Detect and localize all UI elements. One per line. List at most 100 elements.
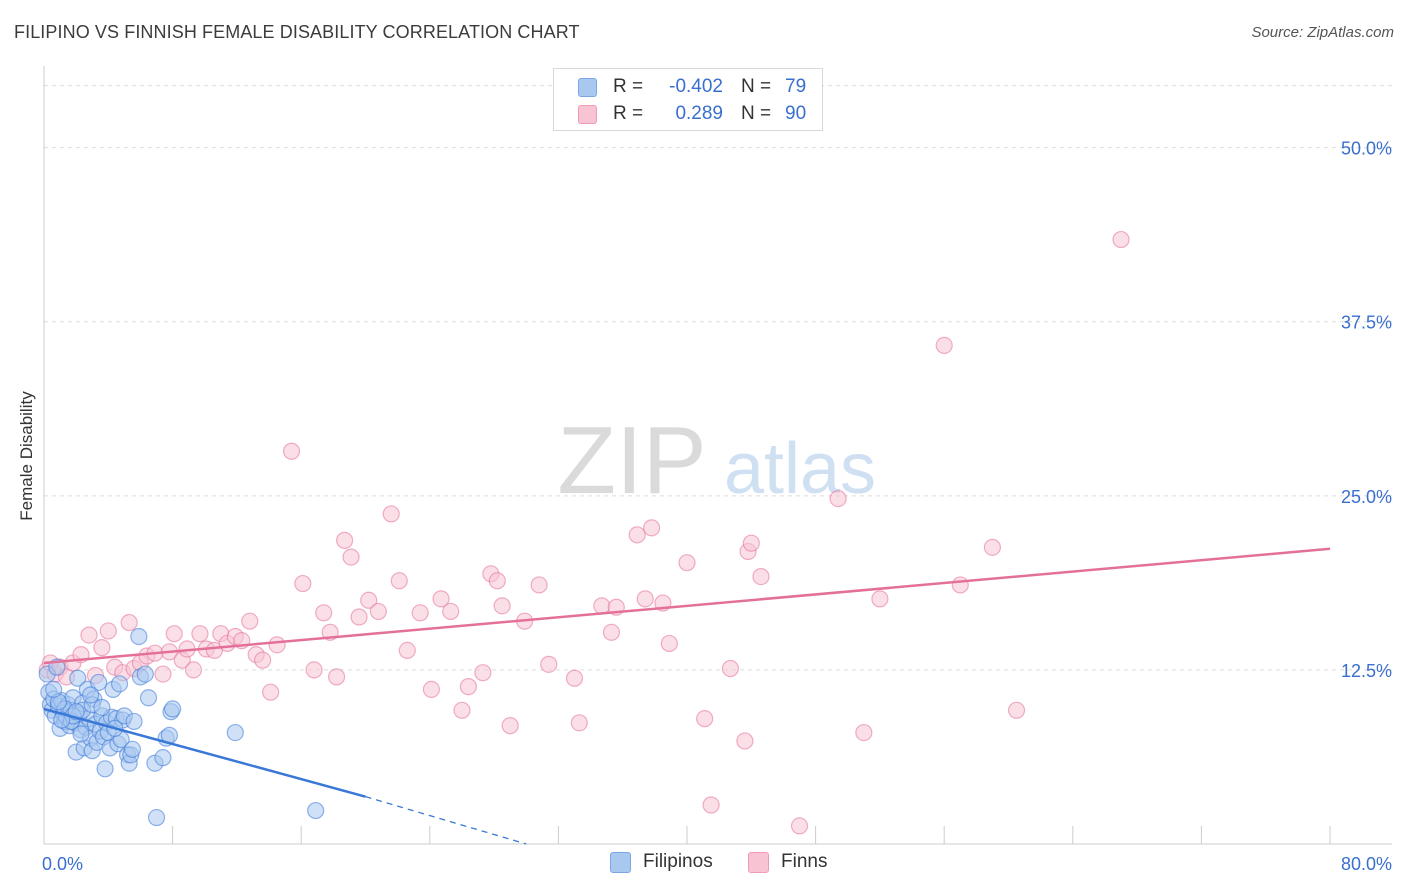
finns-point: [855, 723, 873, 742]
finns-point: [350, 608, 368, 626]
bottom-legend-swatch-finns: [748, 851, 769, 873]
finns-point: [241, 612, 259, 630]
finns-point: [282, 442, 301, 460]
legend-r-label: R =: [613, 76, 644, 97]
stats-legend: R = -0.402 N = 79 R = 0.289 N = 90: [553, 68, 823, 131]
finns-point: [540, 655, 558, 673]
y-tick-label: 50.0%: [1341, 139, 1392, 159]
finns-point: [422, 680, 441, 699]
bottom-legend-filipinos: Filipinos: [610, 851, 713, 873]
finns-point: [696, 710, 714, 728]
finns-point: [1112, 230, 1130, 249]
filipinos-point: [147, 808, 166, 827]
finns-point: [983, 538, 1002, 556]
finns-point: [99, 622, 117, 640]
filipinos-point: [130, 627, 148, 646]
finns-point: [342, 548, 360, 566]
bottom-legend-finns: Finns: [748, 851, 827, 873]
source-credit: Source: ZipAtlas.com: [1251, 24, 1394, 41]
finns-point: [327, 668, 346, 686]
grid-lines: [44, 85, 1392, 671]
legend-swatch-filipinos: [578, 77, 597, 97]
finns-point: [829, 490, 847, 508]
chart-title: FILIPINO VS FINNISH FEMALE DISABILITY CO…: [14, 22, 580, 42]
y-tick-label: 37.5%: [1341, 313, 1392, 333]
legend-swatch-finns: [578, 104, 597, 124]
filipinos-point: [139, 689, 158, 707]
finns-point: [369, 602, 387, 621]
filipinos-point: [96, 760, 114, 778]
finns-point: [602, 623, 621, 641]
trend-lines: [43, 547, 1331, 845]
finns-point: [336, 531, 354, 549]
finns-point: [191, 625, 209, 643]
finns-point: [305, 661, 323, 679]
watermark-atlas: atlas: [724, 429, 876, 509]
finns-point: [752, 567, 770, 586]
finns-point: [678, 554, 696, 572]
legend-r-value: -0.402: [669, 76, 723, 97]
finns-point: [390, 572, 408, 590]
filipinos-point: [226, 723, 244, 742]
finns-point: [398, 641, 416, 660]
finns-point: [254, 651, 272, 669]
legend-n-value: 79: [785, 76, 807, 97]
finns-point: [736, 732, 754, 750]
filipinos-point: [307, 801, 325, 820]
legend-n-label: N =: [741, 76, 772, 97]
finns-point: [702, 796, 720, 814]
axes: [43, 66, 1392, 845]
filipinos-point: [82, 686, 100, 704]
finns-point: [432, 590, 450, 608]
finns-point: [154, 665, 172, 683]
legend-r-label: R =: [613, 103, 644, 124]
finns-point: [453, 701, 471, 719]
finns-point: [628, 526, 646, 544]
legend-r-value: 0.289: [675, 103, 723, 124]
finns-point: [565, 669, 584, 687]
filipinos-points: [38, 627, 325, 827]
legend-row-finns: R = 0.289 N = 90: [578, 100, 806, 128]
legend-row-filipinos: R = -0.402 N = 79: [578, 73, 806, 101]
finns-point: [501, 717, 519, 735]
finns-point: [315, 604, 333, 622]
finns-point: [643, 519, 661, 537]
legend-n-value: 90: [785, 103, 807, 124]
bottom-legend-label-finns: Finns: [781, 851, 828, 872]
finns-point: [382, 505, 400, 523]
finns-point: [951, 576, 969, 594]
tick-labels: 12.5% 25.0% 37.5% 50.0% 0.0% 80.0%: [42, 139, 1392, 874]
finns-point: [488, 572, 506, 590]
finns-point: [411, 604, 429, 622]
filipinos-point: [93, 698, 111, 717]
legend-n-label: N =: [741, 103, 772, 124]
finns-point: [871, 590, 889, 608]
filipinos-point: [90, 673, 108, 692]
finns-point: [184, 661, 203, 679]
x-tick-label: 0.0%: [42, 854, 83, 874]
x-tick-label: 80.0%: [1341, 854, 1392, 874]
watermark-zip: ZIP: [557, 407, 706, 514]
finns-trend-line: [43, 547, 1331, 665]
finns-point: [530, 576, 548, 594]
filipinos-point: [123, 740, 142, 758]
finns-point: [721, 659, 740, 678]
filipinos-point: [125, 712, 143, 731]
filipinos-point: [110, 675, 129, 693]
bottom-legend-swatch-filipinos: [610, 851, 631, 873]
finns-point: [790, 817, 809, 835]
finns-point: [360, 591, 378, 609]
finns-point: [493, 597, 511, 615]
filipinos-point: [136, 665, 154, 683]
filipinos-point: [72, 725, 90, 743]
bottom-legend-label-filipinos: Filipinos: [643, 851, 713, 872]
filipinos-point: [45, 680, 63, 699]
finns-point: [742, 534, 760, 552]
filipinos-trend-line: [43, 707, 366, 798]
finns-point: [935, 336, 953, 355]
finns-point: [1007, 701, 1026, 719]
finns-point: [93, 639, 111, 657]
finns-point: [294, 574, 312, 593]
y-tick-label: 25.0%: [1341, 487, 1392, 507]
